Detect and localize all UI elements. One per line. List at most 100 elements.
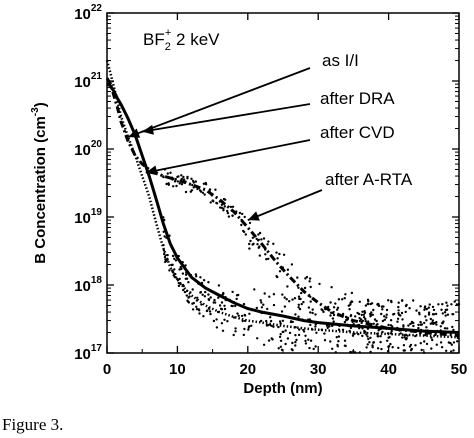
data-point [255, 306, 258, 310]
data-point [314, 323, 317, 326]
data-point [223, 304, 226, 307]
data-point [294, 340, 297, 344]
data-point [320, 308, 323, 311]
data-point [410, 330, 413, 333]
data-point [406, 334, 409, 337]
data-point [302, 328, 305, 332]
annotation-arrow-0 [127, 67, 311, 138]
data-point [182, 288, 185, 292]
data-point [361, 310, 364, 313]
data-point [414, 334, 417, 338]
data-point [373, 318, 377, 321]
data-point [268, 295, 271, 298]
data-point [166, 172, 169, 175]
data-point [208, 188, 212, 191]
data-point [223, 307, 227, 311]
data-point [224, 298, 227, 302]
data-point [304, 334, 307, 337]
data-point [431, 313, 435, 316]
y-tick-label: 1018 [74, 275, 102, 295]
data-point [203, 193, 206, 196]
data-point [283, 305, 287, 308]
data-point [243, 319, 247, 323]
data-point [229, 205, 233, 209]
data-point [186, 177, 189, 180]
data-point [226, 320, 229, 323]
data-point [297, 303, 300, 306]
data-point [221, 293, 224, 296]
data-point [423, 340, 426, 343]
data-point [200, 303, 203, 306]
data-point [188, 295, 191, 298]
data-point [402, 344, 406, 347]
series-0 [106, 82, 460, 354]
data-point [279, 322, 282, 325]
data-point [242, 230, 246, 234]
data-point [390, 330, 393, 333]
data-point [184, 264, 187, 267]
data-point [294, 313, 297, 316]
data-point [446, 327, 449, 330]
data-point [301, 318, 304, 321]
data-point [281, 266, 284, 269]
data-point [195, 299, 198, 302]
data-point [403, 336, 406, 339]
data-point [344, 315, 348, 319]
data-point [272, 325, 275, 328]
data-point [166, 258, 169, 261]
data-point [387, 336, 390, 339]
data-point [381, 319, 385, 323]
data-point [258, 245, 261, 248]
data-point [201, 191, 205, 194]
data-point [401, 299, 404, 302]
data-point [278, 252, 281, 256]
data-point [218, 200, 222, 203]
data-point [336, 306, 340, 309]
data-point [264, 247, 267, 250]
data-point [431, 319, 434, 322]
data-point [177, 175, 180, 178]
data-point [264, 253, 267, 256]
data-point [304, 339, 307, 343]
data-point [278, 320, 282, 323]
data-point [235, 297, 238, 301]
data-point [308, 280, 311, 283]
data-point [398, 329, 401, 332]
data-point [387, 323, 390, 327]
data-point [202, 279, 206, 282]
data-point [369, 302, 372, 306]
data-point [234, 330, 237, 333]
y-tick-label: 1021 [74, 71, 102, 91]
data-point [419, 323, 422, 326]
data-point [435, 323, 438, 326]
data-point [410, 320, 414, 324]
data-point [172, 177, 175, 180]
data-point [187, 300, 190, 303]
data-point [309, 311, 312, 314]
data-point [445, 301, 448, 304]
data-point [232, 300, 236, 304]
data-point [389, 319, 393, 322]
data-point [258, 231, 262, 235]
data-point [450, 350, 453, 353]
data-point [220, 203, 224, 206]
data-point [173, 180, 177, 183]
data-point [441, 321, 444, 325]
data-point [369, 322, 372, 326]
data-point [365, 346, 368, 349]
data-point [419, 305, 422, 308]
data-point [221, 329, 225, 332]
data-point [381, 308, 384, 311]
data-point [397, 313, 401, 316]
data-point [263, 292, 266, 295]
data-point [417, 326, 420, 330]
data-point [192, 186, 195, 189]
data-point [260, 306, 264, 309]
data-point [277, 347, 280, 350]
data-point [223, 205, 226, 208]
data-point [343, 339, 347, 342]
data-point [364, 319, 367, 323]
data-point [223, 296, 226, 299]
x-tick-label: 50 [451, 361, 468, 378]
data-point [366, 335, 369, 338]
